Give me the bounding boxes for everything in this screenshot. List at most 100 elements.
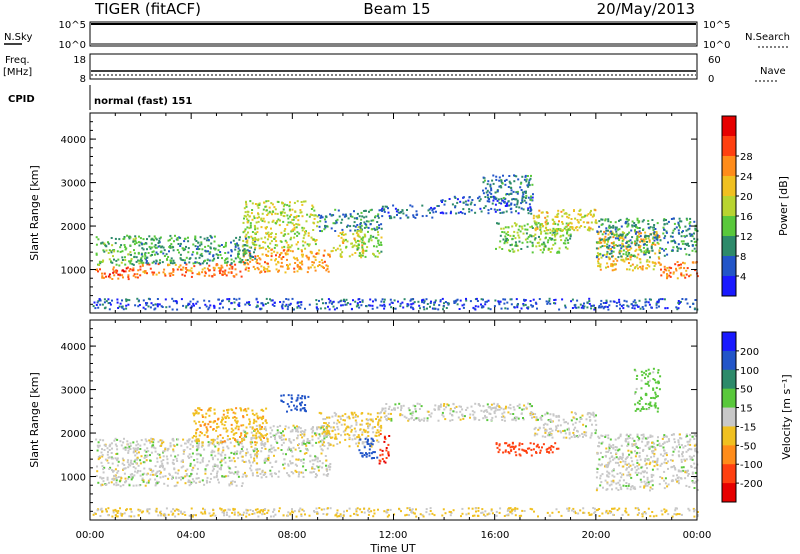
heatmap-cell: [243, 430, 246, 433]
heatmap-cell: [324, 418, 327, 420]
heatmap-cell: [282, 234, 285, 237]
heatmap-cell: [653, 231, 656, 234]
heatmap-cell: [486, 419, 489, 422]
heatmap-cell: [134, 239, 137, 242]
heatmap-cell: [625, 218, 628, 221]
heatmap-cell: [316, 225, 318, 228]
y-tick-label: 1000: [61, 266, 86, 277]
heatmap-cell: [136, 452, 138, 455]
heatmap-cell: [626, 474, 629, 477]
nave-bottom-tick: 0: [708, 74, 714, 85]
heatmap-cell: [532, 214, 535, 217]
heatmap-cell: [607, 240, 609, 243]
heatmap-cell: [679, 220, 682, 223]
heatmap-cell: [552, 243, 555, 246]
heatmap-cell: [345, 298, 348, 301]
heatmap-cell: [208, 252, 211, 255]
heatmap-cell: [655, 302, 658, 305]
heatmap-cell: [652, 449, 655, 452]
heatmap-cell: [291, 429, 294, 431]
heatmap-cell: [447, 404, 450, 407]
heatmap-cell: [506, 231, 509, 234]
heatmap-cell: [136, 456, 139, 459]
heatmap-cell: [412, 411, 415, 414]
heatmap-cell: [537, 222, 540, 225]
heatmap-cell: [267, 233, 270, 236]
heatmap-cell: [257, 220, 260, 223]
heatmap-cell: [437, 205, 440, 207]
heatmap-cell: [634, 301, 637, 304]
heatmap-cell: [651, 249, 654, 252]
heatmap-cell: [490, 189, 493, 192]
heatmap-cell: [445, 406, 447, 409]
heatmap-cell: [150, 437, 153, 440]
heatmap-cell: [578, 210, 581, 212]
heatmap-cell: [361, 251, 364, 254]
heatmap-cell: [614, 449, 617, 452]
heatmap-cell: [556, 216, 559, 218]
heatmap-cell: [365, 220, 368, 223]
heatmap-cell: [465, 297, 467, 300]
heatmap-cell: [588, 297, 591, 300]
heatmap-cell: [321, 449, 324, 452]
heatmap-cell: [182, 477, 184, 480]
heatmap-cell: [650, 476, 653, 478]
heatmap-cell: [139, 241, 142, 244]
heatmap-cell: [217, 254, 220, 256]
heatmap-cell: [572, 431, 575, 434]
heatmap-cell: [296, 425, 298, 428]
heatmap-cell: [193, 464, 196, 467]
heatmap-cell: [516, 306, 519, 309]
heatmap-cell: [625, 251, 628, 254]
heatmap-cell: [172, 270, 175, 273]
heatmap-cell: [532, 235, 535, 238]
nave-top-tick: 60: [708, 55, 721, 66]
heatmap-cell: [328, 444, 331, 447]
heatmap-cell: [220, 468, 222, 471]
heatmap-cell: [534, 413, 537, 416]
heatmap-cell: [607, 220, 610, 223]
heatmap-cell: [297, 219, 300, 222]
heatmap-cell: [127, 274, 130, 277]
heatmap-cell: [634, 455, 637, 458]
heatmap-cell: [99, 268, 101, 271]
heatmap-cell: [441, 411, 444, 414]
heatmap-cell: [369, 413, 372, 416]
heatmap-cell: [300, 262, 303, 264]
heatmap-cell: [321, 466, 324, 469]
heatmap-cell: [608, 224, 611, 227]
heatmap-cell: [235, 484, 238, 487]
heatmap-cell: [256, 456, 258, 459]
heatmap-cell: [216, 470, 219, 473]
heatmap-cell: [282, 434, 285, 437]
heatmap-cell: [115, 271, 118, 274]
heatmap-cell: [234, 480, 236, 483]
heatmap-cell: [337, 432, 340, 435]
heatmap-cell: [449, 419, 452, 422]
heatmap-cell: [226, 260, 229, 263]
heatmap-cell: [534, 228, 537, 231]
heatmap-cell: [525, 201, 528, 204]
heatmap-cell: [235, 298, 238, 301]
heatmap-cell: [662, 226, 665, 229]
heatmap-cell: [500, 307, 503, 310]
heatmap-cell: [650, 233, 653, 236]
heatmap-cell: [616, 244, 619, 247]
heatmap-cell: [545, 236, 547, 239]
heatmap-cell: [689, 274, 692, 277]
heatmap-cell: [612, 481, 615, 484]
heatmap-cell: [250, 431, 253, 434]
heatmap-cell: [319, 230, 322, 232]
heatmap-cell: [677, 454, 680, 457]
heatmap-cell: [276, 441, 279, 444]
heatmap-cell: [612, 236, 615, 239]
heatmap-cell: [171, 262, 174, 265]
heatmap-cell: [491, 416, 494, 419]
heatmap-cell: [418, 408, 421, 410]
heatmap-cell: [685, 435, 687, 438]
heatmap-cell: [105, 249, 108, 252]
heatmap-cell: [558, 308, 561, 311]
heatmap-cell: [502, 298, 505, 301]
heatmap-cell: [211, 469, 214, 472]
heatmap-cell: [503, 411, 506, 414]
